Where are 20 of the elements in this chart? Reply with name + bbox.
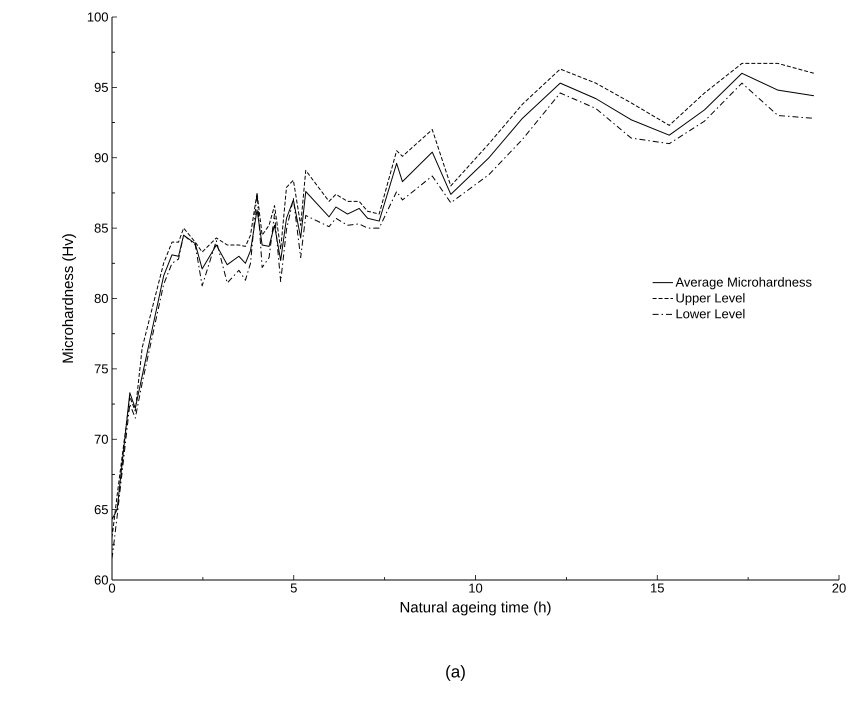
x-axis-title: Natural ageing time (h) [400, 602, 551, 616]
legend-label: Lower Level [676, 308, 744, 318]
x-tick-label: 10 [469, 584, 482, 593]
x-tick-label: 5 [290, 584, 297, 593]
legend-label: Average Microhardness [676, 277, 812, 290]
y-tick-label: 60 [94, 575, 108, 585]
y-axis-title: Microhardness (Hv) [62, 234, 76, 362]
y-tick-label: 75 [94, 364, 108, 374]
y-tick-label: 70 [94, 434, 108, 444]
y-tick-label: 100 [88, 12, 108, 22]
y-tick-label: 65 [94, 505, 108, 514]
x-tick-label: 15 [651, 584, 664, 593]
legend-label: Upper Level [676, 293, 744, 306]
text: (a) [446, 665, 465, 681]
y-tick-label: 80 [94, 294, 108, 304]
x-tick-label: 0 [108, 584, 116, 593]
y-tick-label: 85 [94, 224, 108, 233]
y-tick-label: 90 [94, 153, 108, 162]
y-tick-label: 95 [94, 82, 108, 92]
x-tick-label: 20 [832, 584, 846, 593]
